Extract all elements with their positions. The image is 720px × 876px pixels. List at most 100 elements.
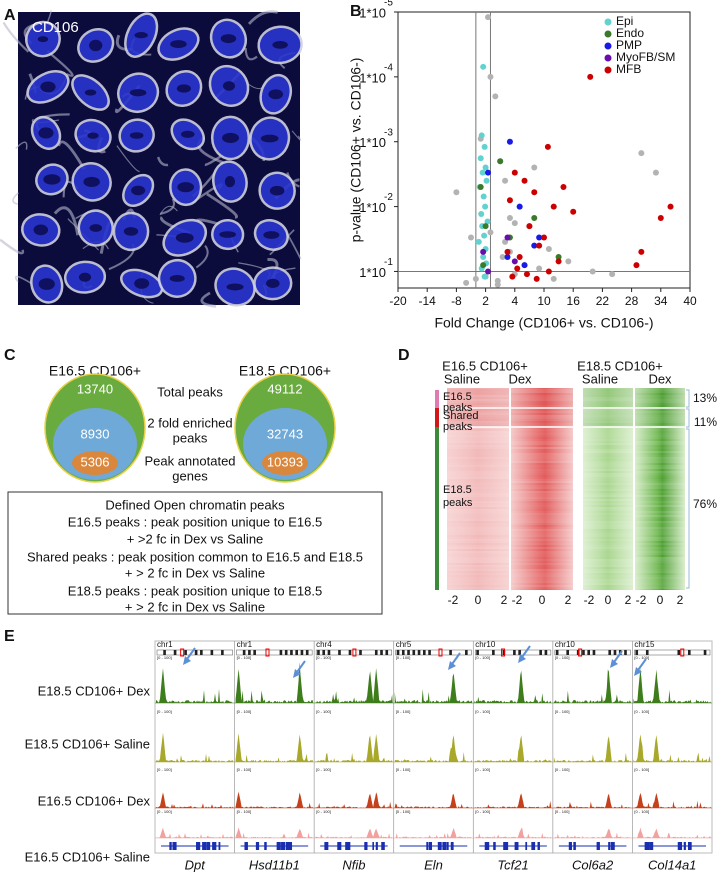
fiber — [291, 130, 302, 141]
row-bracket — [686, 428, 690, 589]
track-label: E18.5 CD106+ Dex — [38, 683, 151, 698]
exon — [428, 842, 433, 850]
range-label: [0 - 100] — [316, 809, 331, 814]
gene-name: Eln — [424, 857, 443, 872]
fiber — [15, 141, 28, 150]
heatmap-column-label: Dex — [508, 371, 532, 386]
point — [480, 254, 487, 261]
lumen — [129, 89, 147, 97]
gene-name: Dpt — [185, 857, 207, 872]
point — [521, 177, 528, 184]
range-label: [0 - 100] — [316, 655, 331, 660]
lumen — [224, 176, 236, 188]
range-label: [0 - 100] — [157, 709, 172, 714]
exon — [651, 842, 654, 850]
lumen — [263, 231, 280, 239]
row-bracket — [686, 389, 690, 408]
lumen — [181, 130, 195, 138]
fiber — [53, 206, 80, 236]
ideogram-band — [587, 650, 591, 655]
ideogram-band — [396, 650, 400, 655]
lumen — [222, 81, 236, 91]
point — [531, 242, 538, 249]
side-bar — [435, 390, 439, 408]
point — [497, 158, 504, 165]
y-tick-exponent: -3 — [384, 127, 393, 138]
box-line: + > 2 fc in Dex vs Saline — [125, 565, 265, 580]
range-label: [0 - 100] — [396, 809, 411, 814]
point — [453, 189, 460, 196]
exon — [281, 842, 286, 850]
ideogram-band — [465, 650, 468, 655]
lumen — [169, 274, 185, 282]
ideogram-band — [518, 650, 521, 655]
exon — [493, 842, 496, 850]
set-row-label: 2 fold enriched — [147, 415, 232, 430]
range-label: [0 - 100] — [634, 809, 649, 814]
exon — [276, 842, 279, 850]
box-line: + >2 fc in Dex vs Saline — [127, 531, 264, 546]
chromosome-label: chr4 — [316, 640, 332, 649]
ideogram-band — [248, 650, 251, 655]
heatmap-group-title: E18.5 CD106+ — [577, 358, 663, 373]
ideogram — [236, 649, 313, 656]
legend-swatch — [604, 54, 612, 62]
lumen — [272, 40, 288, 49]
exon — [437, 842, 442, 850]
ideogram-band — [613, 650, 617, 655]
signal-track — [394, 827, 473, 838]
point — [482, 223, 489, 230]
ideogram-band — [677, 650, 681, 655]
point — [484, 218, 491, 225]
point — [536, 242, 543, 249]
y-tick-exponent: -1 — [384, 257, 393, 268]
ideogram-band — [592, 650, 596, 655]
x-tick-label: 16 — [567, 294, 581, 308]
point — [657, 215, 664, 222]
point — [545, 268, 552, 275]
point — [504, 234, 511, 241]
ideogram-band — [703, 650, 707, 655]
range-label: [0 - 100] — [237, 767, 252, 772]
exon — [649, 842, 653, 850]
point — [480, 248, 487, 255]
micrograph — [0, 10, 303, 308]
range-label: [0 - 100] — [157, 809, 172, 814]
x-tick-label: 2 — [482, 294, 489, 308]
gene-name: Nfib — [342, 857, 365, 872]
chromosome-label: chr1 — [237, 640, 253, 649]
signal-track — [235, 733, 314, 762]
set-row-label: genes — [172, 468, 208, 483]
ideogram-band — [322, 650, 326, 655]
point — [478, 210, 485, 217]
total-count: 49112 — [267, 381, 302, 396]
range-label: [0 - 100] — [555, 809, 570, 814]
lumen — [268, 89, 284, 100]
lumen — [78, 272, 92, 282]
ideogram-band — [582, 650, 585, 655]
signal-track — [474, 828, 552, 838]
arrow-head — [448, 661, 456, 670]
signal-track — [235, 791, 314, 808]
lumen — [269, 185, 285, 196]
side-bar — [435, 427, 439, 590]
fiber — [156, 156, 169, 167]
point — [511, 169, 518, 176]
ideogram-band — [544, 650, 548, 655]
ideogram-band — [279, 650, 283, 655]
signal-track — [633, 734, 711, 762]
signal-track — [394, 735, 473, 762]
annotated-ellipse — [262, 451, 308, 475]
track-label: E16.5 CD106+ Saline — [25, 849, 150, 864]
lumen — [226, 283, 244, 291]
ideogram-band — [338, 650, 341, 655]
chromosome-label: chr10 — [555, 640, 576, 649]
signal-track — [156, 732, 234, 762]
row-group-percent: 11% — [694, 415, 717, 429]
exon — [610, 842, 614, 850]
ideogram-band — [645, 650, 649, 655]
point — [541, 234, 547, 241]
ideogram-band — [687, 650, 691, 655]
ideogram-band — [476, 650, 479, 655]
exon — [484, 842, 490, 850]
